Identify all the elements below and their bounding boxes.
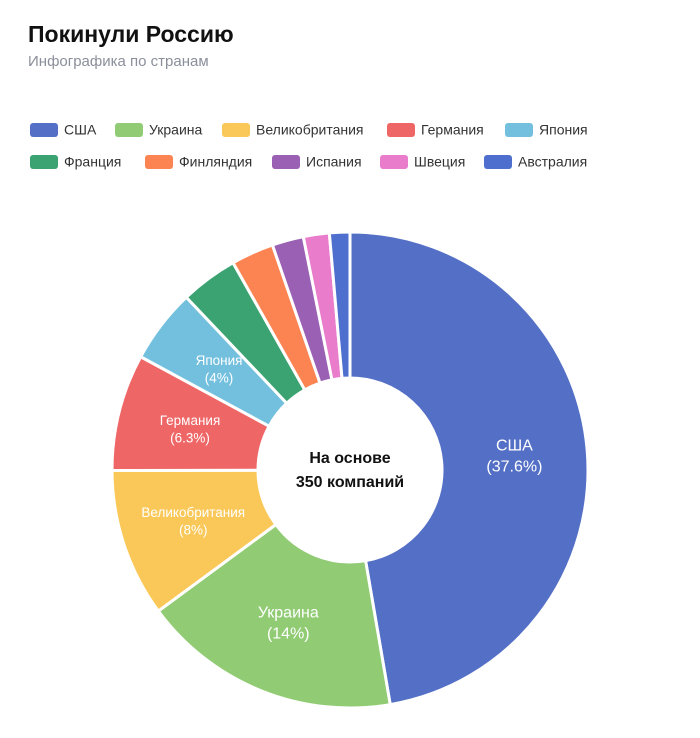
legend-swatch [115, 123, 143, 137]
legend-label: Украина [149, 122, 203, 138]
legend-label: США [64, 122, 97, 138]
legend-swatch [145, 155, 173, 169]
slice-value: (4%) [205, 371, 234, 386]
legend-label: Швеция [414, 154, 465, 170]
center-label: 350 компаний [296, 474, 404, 491]
legend-label: Германия [421, 122, 484, 138]
legend-swatch [484, 155, 512, 169]
legend-swatch [387, 123, 415, 137]
slice-value: (37.6%) [486, 458, 542, 475]
legend-swatch [30, 123, 58, 137]
center-label: На основе [309, 450, 390, 467]
chart-title: Покинули Россию [28, 21, 234, 47]
slice-label: США [496, 438, 533, 455]
donut-slice [156, 523, 392, 710]
donut-slice [327, 230, 352, 380]
slice-label: Великобритания [141, 505, 245, 520]
legend-label: Испания [306, 154, 362, 170]
slice-label: Германия [160, 413, 221, 428]
legend-label: Финляндия [179, 154, 252, 170]
donut-slice [348, 230, 590, 707]
legend-label: Япония [539, 122, 588, 138]
legend-swatch [380, 155, 408, 169]
slice-value: (6.3%) [170, 431, 210, 446]
legend-label: Великобритания [256, 122, 364, 138]
legend-swatch [222, 123, 250, 137]
legend-swatch [505, 123, 533, 137]
slice-label: Украина [258, 605, 319, 622]
slice-value: (14%) [267, 625, 310, 642]
slice-label: Япония [196, 353, 243, 368]
legend-swatch [30, 155, 58, 169]
legend-swatch [272, 155, 300, 169]
chart-subtitle: Инфографика по странам [28, 53, 209, 70]
legend-label: Австралия [518, 154, 587, 170]
slice-value: (8%) [179, 523, 208, 538]
legend-label: Франция [64, 154, 121, 170]
